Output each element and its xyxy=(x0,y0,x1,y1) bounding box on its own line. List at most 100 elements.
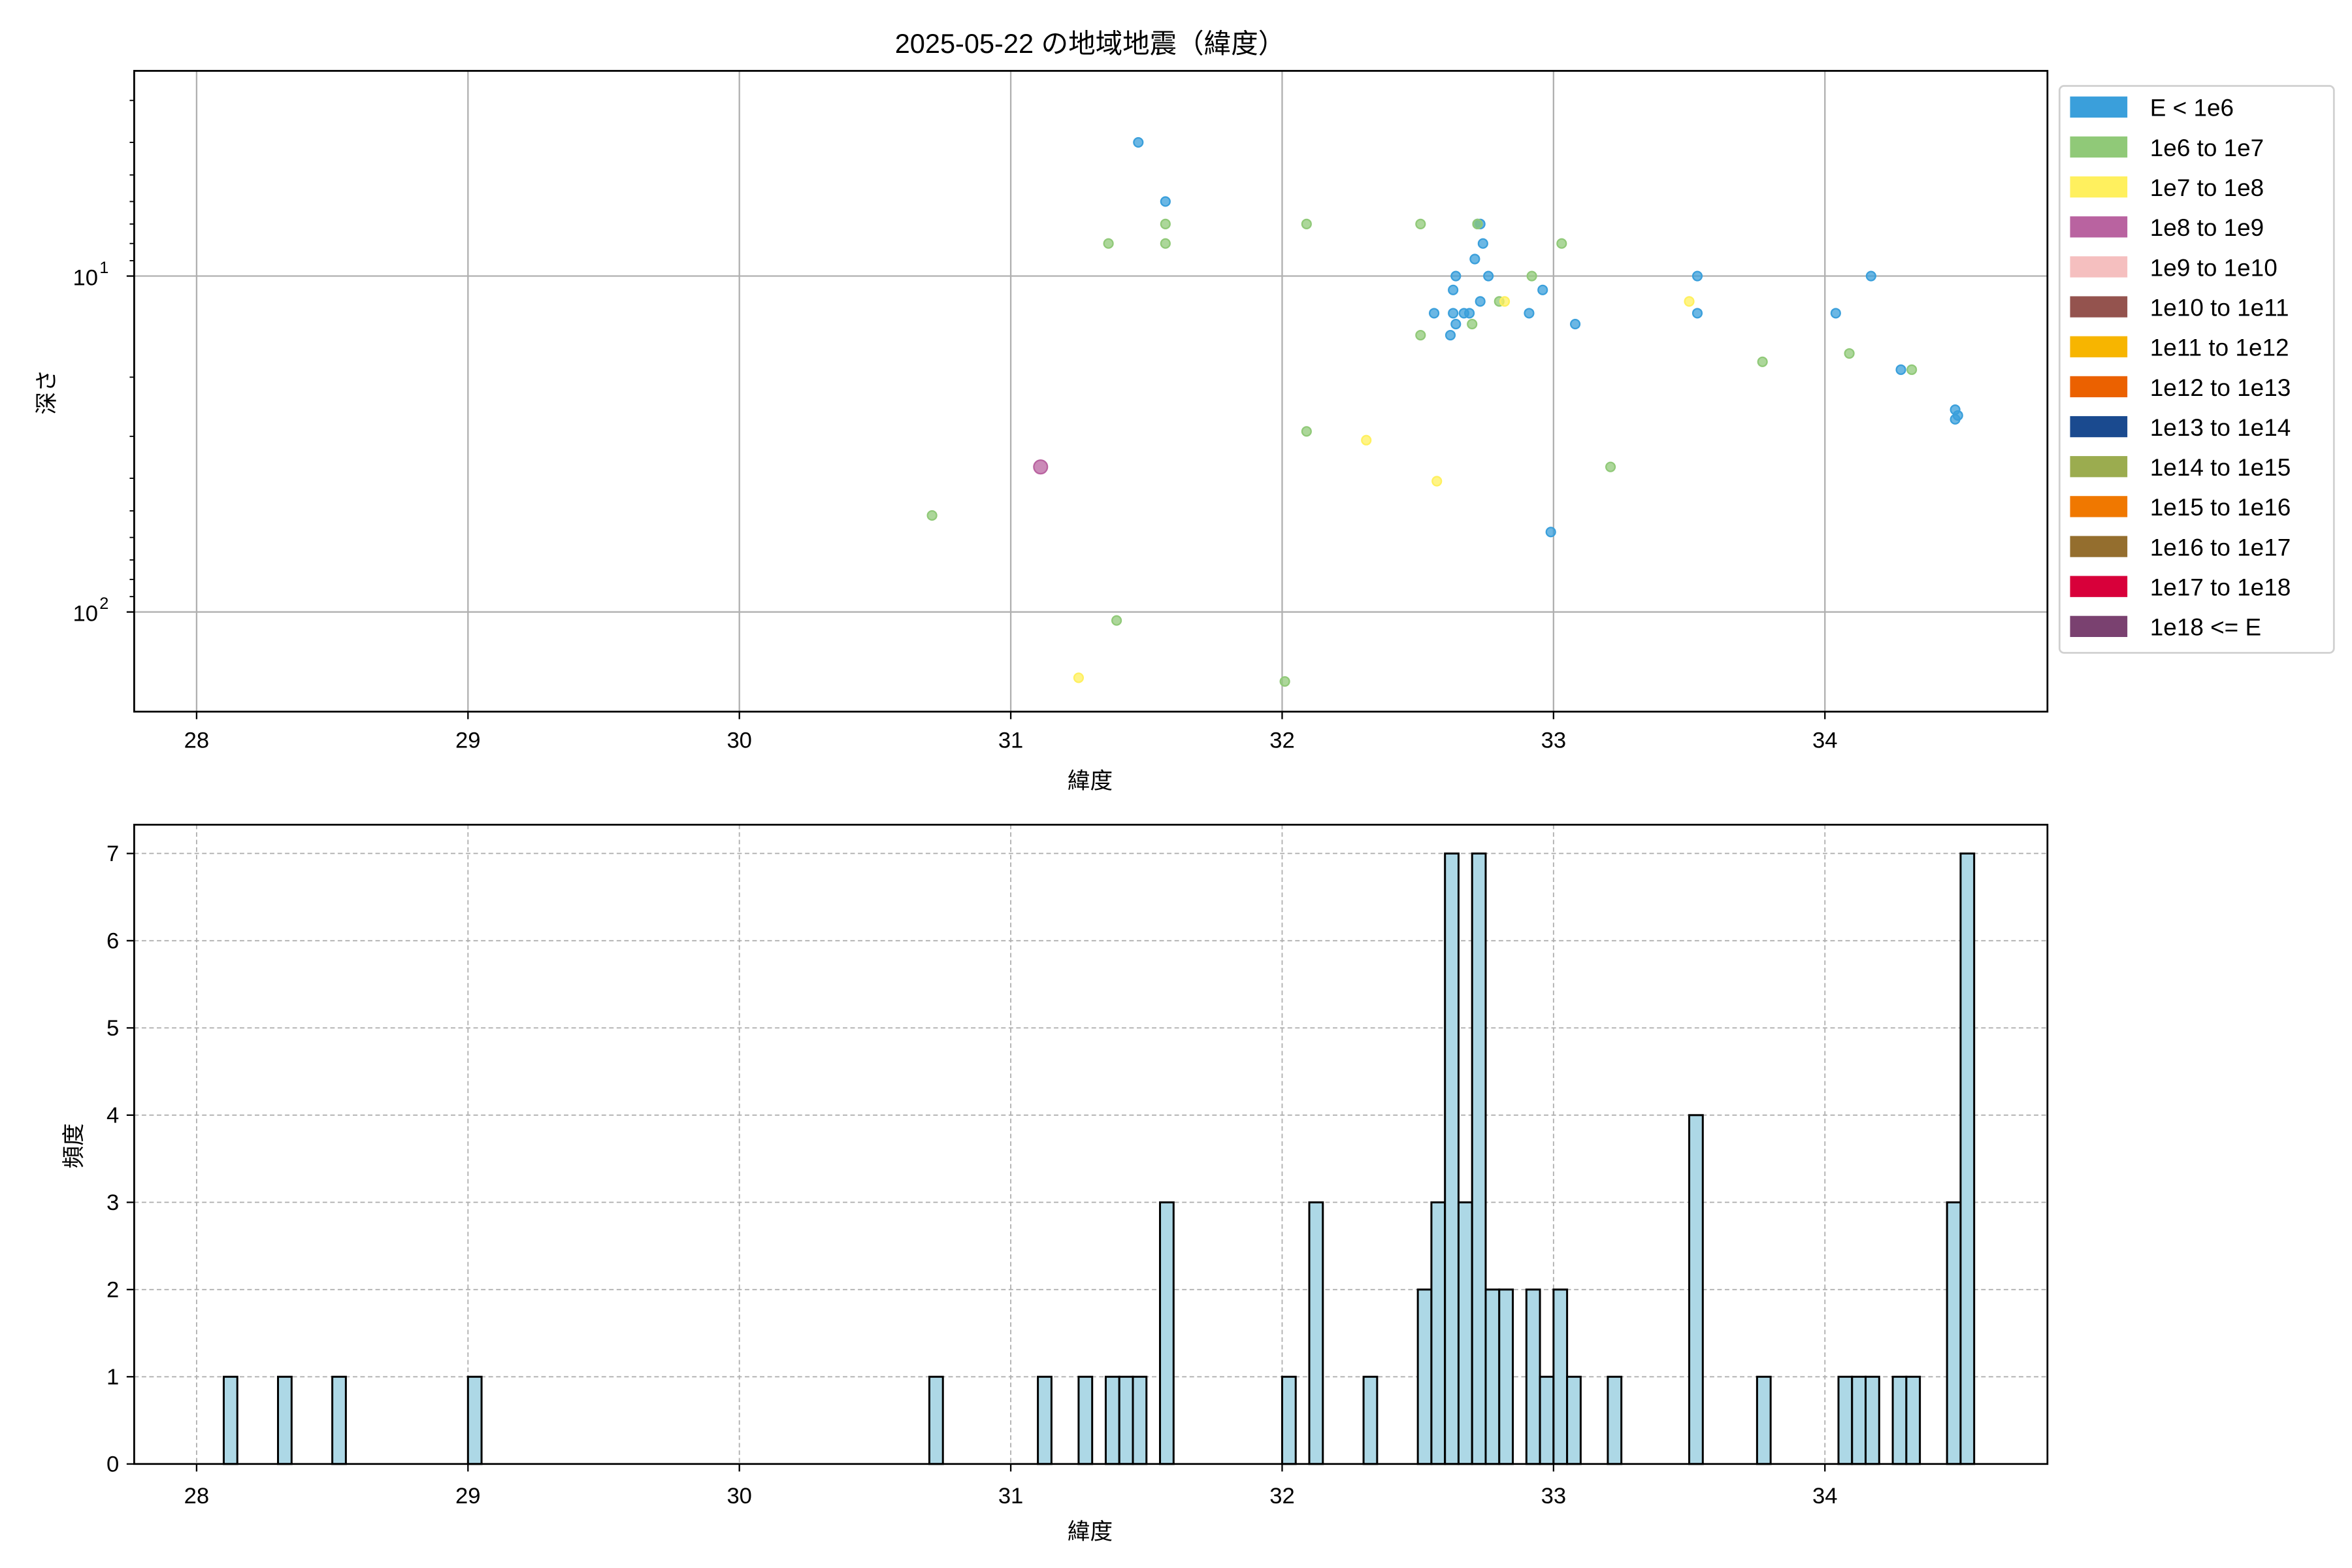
y-tick-label: 10 xyxy=(73,265,99,290)
legend-label: 1e11 to 1e12 xyxy=(2150,335,2289,361)
scatter-point xyxy=(1301,426,1312,437)
scatter-point xyxy=(1865,270,1876,282)
x-tick-label: 28 xyxy=(184,1484,210,1509)
legend-swatch xyxy=(2070,615,2128,637)
scatter-axes-frame xyxy=(133,70,2049,713)
x-tick-label: 29 xyxy=(455,1484,480,1509)
histogram-bar xyxy=(928,1375,944,1465)
scatter-y-label: 深さ xyxy=(35,369,59,414)
legend-swatch xyxy=(2070,216,2128,238)
scatter-point xyxy=(1463,308,1475,319)
scatter-point xyxy=(1431,476,1443,487)
histogram-bar xyxy=(1688,1114,1704,1465)
y-tick-label: 2 xyxy=(106,1277,119,1302)
histogram-bar xyxy=(1552,1288,1569,1465)
scatter-point xyxy=(1605,461,1616,472)
legend: E < 1e6 1e6 to 1e7 1e7 to 1e8 1e8 to 1e9 1e9… xyxy=(2058,85,2335,654)
histogram-bar xyxy=(1362,1375,1379,1465)
histogram-bar xyxy=(1037,1375,1053,1465)
scatter-point xyxy=(1830,308,1841,319)
legend-label: 1e15 to 1e16 xyxy=(2150,494,2291,521)
legend-label: 1e6 to 1e7 xyxy=(2150,135,2264,161)
x-tick-label: 30 xyxy=(727,1484,752,1509)
legend-label: 1e10 to 1e11 xyxy=(2150,294,2289,321)
y-tick-label: 5 xyxy=(106,1016,119,1041)
histogram-axes-frame xyxy=(133,823,2049,1465)
scatter-point xyxy=(1160,238,1171,249)
histogram-bar xyxy=(1891,1375,1908,1465)
legend-label: 1e16 to 1e17 xyxy=(2150,534,2291,561)
scatter-point xyxy=(1483,270,1494,282)
x-tick-label: 34 xyxy=(1812,1484,1838,1509)
y-tick-label: 4 xyxy=(106,1103,119,1128)
legend-swatch xyxy=(2070,416,2128,438)
legend-label: E < 1e6 xyxy=(2150,95,2234,122)
x-tick-label: 31 xyxy=(998,1484,1024,1509)
scatter-point xyxy=(1033,459,1049,475)
scatter-point xyxy=(1757,356,1768,367)
histogram-bar xyxy=(1498,1288,1514,1465)
histogram-bar xyxy=(1444,852,1460,1465)
y-tick-label: 0 xyxy=(106,1452,119,1477)
histogram-grid xyxy=(134,825,2048,1465)
histogram-bar xyxy=(1905,1375,1921,1465)
legend-swatch xyxy=(2070,376,2128,398)
histogram-bar xyxy=(1566,1375,1582,1465)
y-tick-label: 6 xyxy=(106,928,119,953)
histogram-bar xyxy=(1132,1375,1148,1465)
legend-swatch xyxy=(2070,496,2128,517)
histogram-bar xyxy=(222,1375,238,1465)
histogram-bar xyxy=(1851,1375,1867,1465)
scatter-point xyxy=(1361,434,1372,446)
histogram-bar xyxy=(1281,1375,1297,1465)
scatter-point xyxy=(1524,308,1535,319)
scatter-x-label: 緯度 xyxy=(1068,769,1113,794)
histogram-bar xyxy=(1430,1201,1446,1465)
scatter-point xyxy=(1895,364,1906,375)
x-tick-label: 31 xyxy=(998,728,1024,753)
scatter-point xyxy=(1545,527,1556,538)
scatter-point xyxy=(1477,238,1488,249)
histogram-bar xyxy=(1837,1375,1854,1465)
legend-swatch xyxy=(2070,576,2128,597)
histogram-bar xyxy=(1539,1375,1555,1465)
histogram-bar xyxy=(1756,1375,1772,1465)
chart-title: 2025-05-22 の地域地震（緯度） xyxy=(895,28,1286,59)
x-tick-label: 34 xyxy=(1812,728,1838,753)
histogram-bar xyxy=(1525,1288,1541,1465)
scatter-point xyxy=(1844,348,1855,359)
legend-swatch xyxy=(2070,536,2128,557)
scatter-point xyxy=(1448,308,1459,319)
scatter-grid xyxy=(134,71,2048,712)
y-tick-label: 7 xyxy=(106,841,119,866)
legend-swatch xyxy=(2070,336,2128,357)
histogram-bar xyxy=(331,1375,347,1465)
scatter-point xyxy=(1570,318,1581,330)
scatter-point xyxy=(1475,296,1486,307)
scatter-point xyxy=(1103,238,1114,249)
legend-swatch xyxy=(2070,96,2128,118)
legend-label: 1e12 to 1e13 xyxy=(2150,374,2291,401)
histogram-bar xyxy=(277,1375,293,1465)
x-tick-label: 29 xyxy=(455,728,480,753)
scatter-point xyxy=(1160,218,1171,229)
legend-label: 1e8 to 1e9 xyxy=(2150,214,2264,241)
legend-label: 1e7 to 1e8 xyxy=(2150,174,2264,201)
scatter-point xyxy=(1160,196,1171,207)
y-tick-label: 1 xyxy=(106,1365,119,1390)
histogram-bar xyxy=(1959,852,1976,1465)
legend-swatch xyxy=(2070,136,2128,158)
scatter-point xyxy=(1448,284,1459,295)
scatter-point xyxy=(1133,137,1144,148)
y-tick-exponent: 2 xyxy=(99,595,108,613)
x-tick-label: 33 xyxy=(1541,1484,1567,1509)
scatter-point xyxy=(926,510,938,521)
legend-label: 1e14 to 1e15 xyxy=(2150,454,2291,481)
y-tick-label: 10 xyxy=(73,602,99,627)
y-tick-exponent: 1 xyxy=(99,259,108,277)
scatter-point xyxy=(1499,296,1511,307)
scatter-point xyxy=(1467,318,1478,330)
